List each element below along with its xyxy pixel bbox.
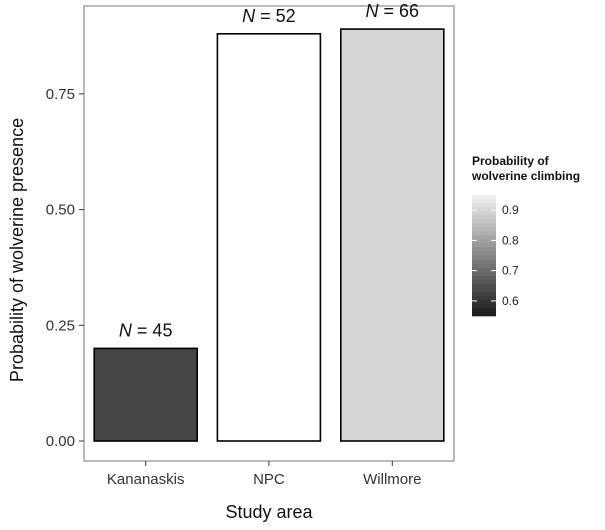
legend-color-segment	[472, 243, 496, 248]
y-tick-label: 0.00	[46, 433, 75, 450]
legend-color-segment	[472, 275, 496, 280]
bars-group	[93, 28, 445, 442]
legend-color-segment	[472, 195, 496, 200]
legend-colorbar	[472, 195, 496, 317]
legend-color-segment	[472, 247, 496, 252]
legend-color-segment	[472, 259, 496, 264]
legend-color-segment	[472, 251, 496, 256]
legend-color-segment	[472, 267, 496, 272]
bar-kananaskis	[93, 347, 198, 442]
sample-size-labels: N = 45N = 52 N = 66	[119, 1, 419, 340]
legend-color-segment	[472, 255, 496, 260]
n-label-symbol: N	[242, 6, 256, 26]
legend-tick-label: 0.6	[502, 294, 519, 308]
n-label-symbol: N	[366, 1, 380, 21]
legend-color-segment	[472, 295, 496, 301]
legend-color-segment	[472, 263, 496, 268]
legend-color-segment	[472, 207, 496, 212]
legend-tick-label: 0.8	[502, 233, 519, 247]
legend-color-segment	[472, 227, 496, 232]
x-tick-label-willmore: Willmore	[363, 471, 421, 488]
legend-color-segment	[472, 231, 496, 236]
legend-color-segment	[472, 279, 496, 285]
n-label-value: = 66	[379, 1, 420, 21]
y-axis-title: Probability of wolverine presence	[7, 118, 27, 382]
bar-npc	[216, 32, 322, 442]
legend-color-segment	[472, 271, 496, 276]
n-label-value: = 45	[132, 320, 173, 340]
y-axis: 0.00 0.25 0.50 0.75	[46, 86, 84, 450]
y-tick-label: 0.75	[46, 86, 75, 103]
legend-color-segment	[472, 311, 496, 317]
legend-color-segment	[472, 291, 496, 297]
bar-willmore	[339, 28, 445, 442]
legend-title-line-1: Probability of	[472, 154, 550, 168]
legend-color-segment	[472, 219, 496, 224]
x-axis: Kananaskis NPC Willmore	[107, 461, 421, 488]
legend-ticks: 0.9 0.8 0.7 0.6	[472, 203, 519, 308]
legend-color-segment	[472, 299, 496, 305]
legend-color-segment	[472, 203, 496, 208]
n-label-value: = 52	[255, 6, 296, 26]
legend-color-segment	[472, 215, 496, 220]
legend: Probability of wolverine climbing 0.9 0.8…	[471, 154, 580, 317]
legend-color-segment	[472, 283, 496, 289]
legend-color-segment	[472, 287, 496, 293]
legend-color-segment	[472, 223, 496, 228]
legend-color-segment	[472, 303, 496, 309]
n-label-symbol: N	[119, 320, 133, 340]
x-axis-title: Study area	[225, 502, 313, 522]
y-tick-label: 0.50	[46, 202, 75, 219]
legend-color-segment	[472, 199, 496, 204]
n-label-kananaskis: N = 45	[119, 320, 173, 340]
legend-color-segment	[472, 307, 496, 313]
x-tick-label-kananaskis: Kananaskis	[107, 471, 185, 488]
legend-color-segment	[472, 235, 496, 240]
legend-title-line-2: wolverine climbing	[471, 169, 580, 183]
x-tick-label-npc: NPC	[253, 471, 285, 488]
legend-color-segment	[472, 239, 496, 244]
legend-color-segment	[472, 211, 496, 216]
n-label-npc: N = 52	[242, 6, 296, 26]
legend-tick-label: 0.7	[502, 264, 519, 278]
legend-tick-label: 0.9	[502, 203, 519, 217]
n-label-willmore: N = 66	[366, 1, 420, 21]
y-tick-label: 0.25	[46, 317, 75, 334]
